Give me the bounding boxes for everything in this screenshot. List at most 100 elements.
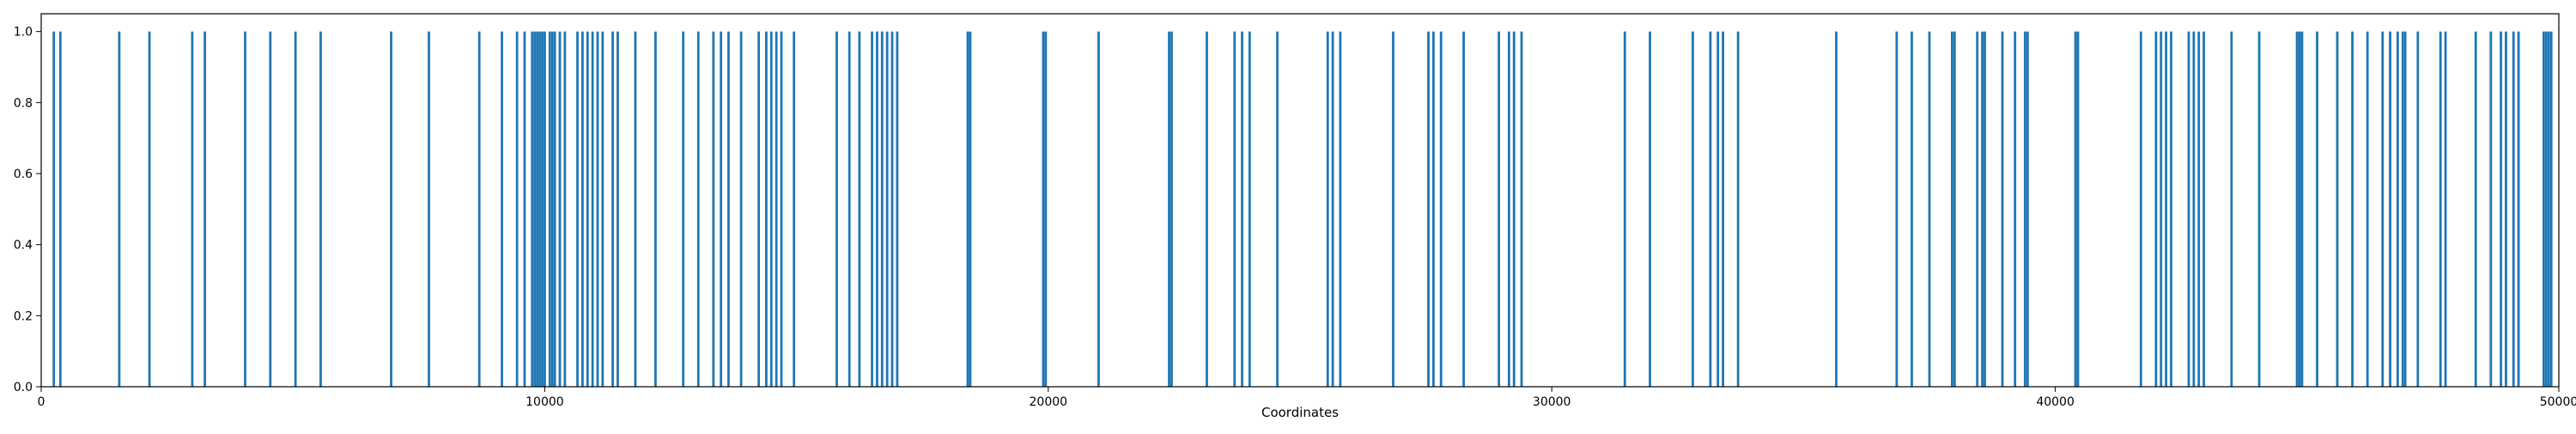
- bar: [2474, 31, 2477, 388]
- bar: [2381, 31, 2385, 388]
- bar: [2351, 31, 2354, 388]
- bar: [1507, 31, 1510, 388]
- x-axis-label: Coordinates: [1261, 405, 1339, 420]
- bar: [319, 31, 322, 388]
- bar: [2489, 31, 2493, 388]
- bar: [1512, 31, 1516, 388]
- bar: [1206, 31, 1208, 388]
- bar: [2439, 31, 2442, 388]
- bar: [2300, 31, 2304, 388]
- bar: [2074, 31, 2077, 388]
- y-tick-label: 0.0: [14, 381, 33, 394]
- bar: [793, 31, 796, 388]
- bar: [739, 31, 743, 388]
- bar: [531, 31, 534, 388]
- bar: [757, 31, 761, 388]
- bar: [2197, 31, 2201, 388]
- bar: [2170, 31, 2172, 388]
- bar: [1432, 31, 1435, 388]
- bar: [2257, 31, 2261, 388]
- bar: [1716, 31, 1720, 388]
- bar: [2401, 31, 2404, 388]
- y-tick-label: 0.8: [14, 96, 33, 110]
- bar: [969, 31, 972, 388]
- bar: [601, 31, 605, 388]
- bar: [2544, 31, 2548, 388]
- bar: [2366, 31, 2369, 388]
- bar: [876, 31, 878, 388]
- bar: [1722, 31, 1724, 388]
- bar: [269, 31, 272, 388]
- bar: [835, 31, 838, 388]
- bar: [896, 31, 899, 388]
- bar: [2336, 31, 2339, 388]
- bar: [780, 31, 783, 388]
- bar: [1241, 31, 1243, 388]
- bar: [2316, 31, 2318, 388]
- bar: [553, 31, 556, 388]
- bar: [848, 31, 851, 388]
- bar: [654, 31, 657, 388]
- bar: [2543, 31, 2545, 388]
- bar: [1439, 31, 1443, 388]
- bar: [1331, 31, 1334, 388]
- bar: [550, 31, 554, 388]
- bar: [1042, 31, 1045, 388]
- plot-frame: [40, 13, 2560, 388]
- bar: [682, 31, 685, 388]
- bar: [966, 31, 969, 388]
- bar: [696, 31, 700, 388]
- bar: [1339, 31, 1342, 388]
- x-tick-label: 20000: [1030, 395, 1068, 409]
- bar: [890, 31, 894, 388]
- bar: [515, 31, 519, 388]
- bar: [765, 31, 768, 388]
- bars-layer: [52, 31, 2553, 388]
- bar: [477, 31, 481, 388]
- bar: [558, 31, 562, 388]
- bar: [1691, 31, 1694, 388]
- bar: [1895, 31, 1899, 388]
- bar: [1248, 31, 1251, 388]
- bar: [2444, 31, 2447, 388]
- bar: [712, 31, 715, 388]
- bar: [2500, 31, 2502, 388]
- bar: [2139, 31, 2142, 388]
- bar: [1044, 31, 1048, 388]
- bar: [2547, 31, 2550, 388]
- bar: [533, 31, 537, 388]
- bar: [2014, 31, 2017, 388]
- bar: [769, 31, 773, 388]
- bar: [1276, 31, 1279, 388]
- bar: [2517, 31, 2520, 388]
- bar: [1976, 31, 1979, 388]
- bar: [1709, 31, 1712, 388]
- bar: [775, 31, 778, 388]
- bar: [2230, 31, 2233, 388]
- bar: [548, 31, 551, 388]
- bar: [1623, 31, 1626, 388]
- bar: [1392, 31, 1394, 388]
- bar: [191, 31, 194, 388]
- bar: [1462, 31, 1465, 388]
- axes-layer: 0 10000 20000 30000 40000 50000 0.0 0.2 0.4 0.6 0.…: [14, 13, 2576, 409]
- bar: [1233, 31, 1236, 388]
- bar: [2024, 31, 2026, 388]
- bar: [880, 31, 884, 388]
- bar: [58, 31, 62, 388]
- bar: [2160, 31, 2163, 388]
- bar: [1835, 31, 1838, 388]
- bar: [563, 31, 567, 388]
- bar: [2389, 31, 2391, 388]
- y-tick-label: 0.6: [14, 168, 33, 181]
- y-tick-label: 0.2: [14, 309, 33, 323]
- bar: [1953, 31, 1956, 388]
- bar: [2549, 31, 2553, 388]
- bar: [2295, 31, 2299, 388]
- bar: [1649, 31, 1651, 388]
- bar: [1984, 31, 1986, 388]
- x-tick-label: 0: [38, 395, 46, 409]
- bar: [2202, 31, 2205, 388]
- bar: [576, 31, 579, 388]
